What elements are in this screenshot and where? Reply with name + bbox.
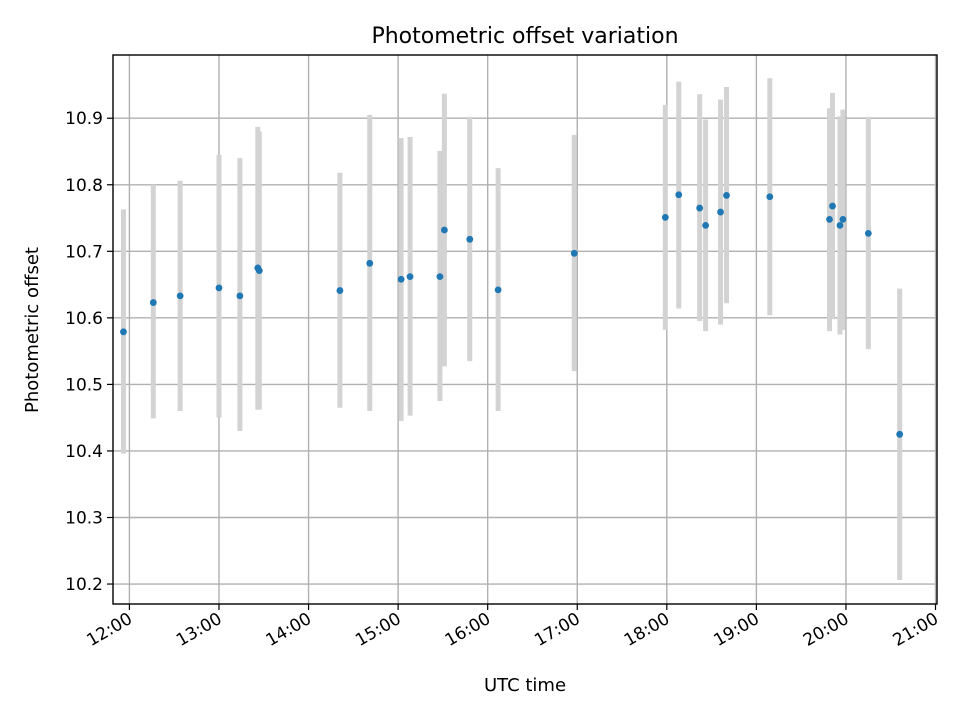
y-tick-label: 10.7 xyxy=(65,242,103,262)
data-point xyxy=(397,275,405,283)
data-point xyxy=(696,204,704,212)
data-point xyxy=(723,192,730,199)
data-point xyxy=(766,193,774,201)
data-point xyxy=(661,213,669,221)
data-point xyxy=(436,273,444,280)
data-point xyxy=(839,215,847,223)
data-point xyxy=(494,286,502,294)
data-point xyxy=(366,259,374,267)
y-tick-label: 10.4 xyxy=(65,442,103,462)
data-point xyxy=(702,221,710,229)
y-tick-label: 10.5 xyxy=(65,375,103,395)
data-point xyxy=(255,267,263,275)
y-tick-label: 10.2 xyxy=(65,575,103,595)
data-point xyxy=(120,328,127,336)
data-point xyxy=(406,273,414,280)
y-tick-label: 10.3 xyxy=(65,508,103,528)
data-points xyxy=(120,191,904,438)
data-point xyxy=(336,287,344,294)
data-point xyxy=(440,226,448,234)
plot-frame xyxy=(112,54,938,605)
data-point xyxy=(864,229,872,237)
y-tick-label: 10.6 xyxy=(65,309,103,329)
data-point xyxy=(836,221,844,229)
data-point xyxy=(829,202,836,210)
data-point xyxy=(236,292,244,300)
data-point xyxy=(466,235,474,243)
data-point xyxy=(675,191,683,199)
data-point xyxy=(717,208,724,216)
data-point xyxy=(570,249,578,257)
data-point xyxy=(896,430,904,438)
grid xyxy=(113,55,937,604)
x-axis-label: UTC time xyxy=(484,675,566,696)
data-point xyxy=(215,284,223,292)
data-point xyxy=(176,292,184,300)
y-tick-label: 10.9 xyxy=(65,109,103,129)
chart-title: Photometric offset variation xyxy=(371,24,678,49)
data-point xyxy=(149,299,157,306)
y-axis-label: Photometric offset xyxy=(22,247,43,413)
y-tick-label: 10.8 xyxy=(65,176,103,196)
data-point xyxy=(826,215,833,223)
y-axis-ticks: 10.2 10.3 10.4 10.5 10.6 10.7 10.8 10.9 xyxy=(65,109,113,595)
